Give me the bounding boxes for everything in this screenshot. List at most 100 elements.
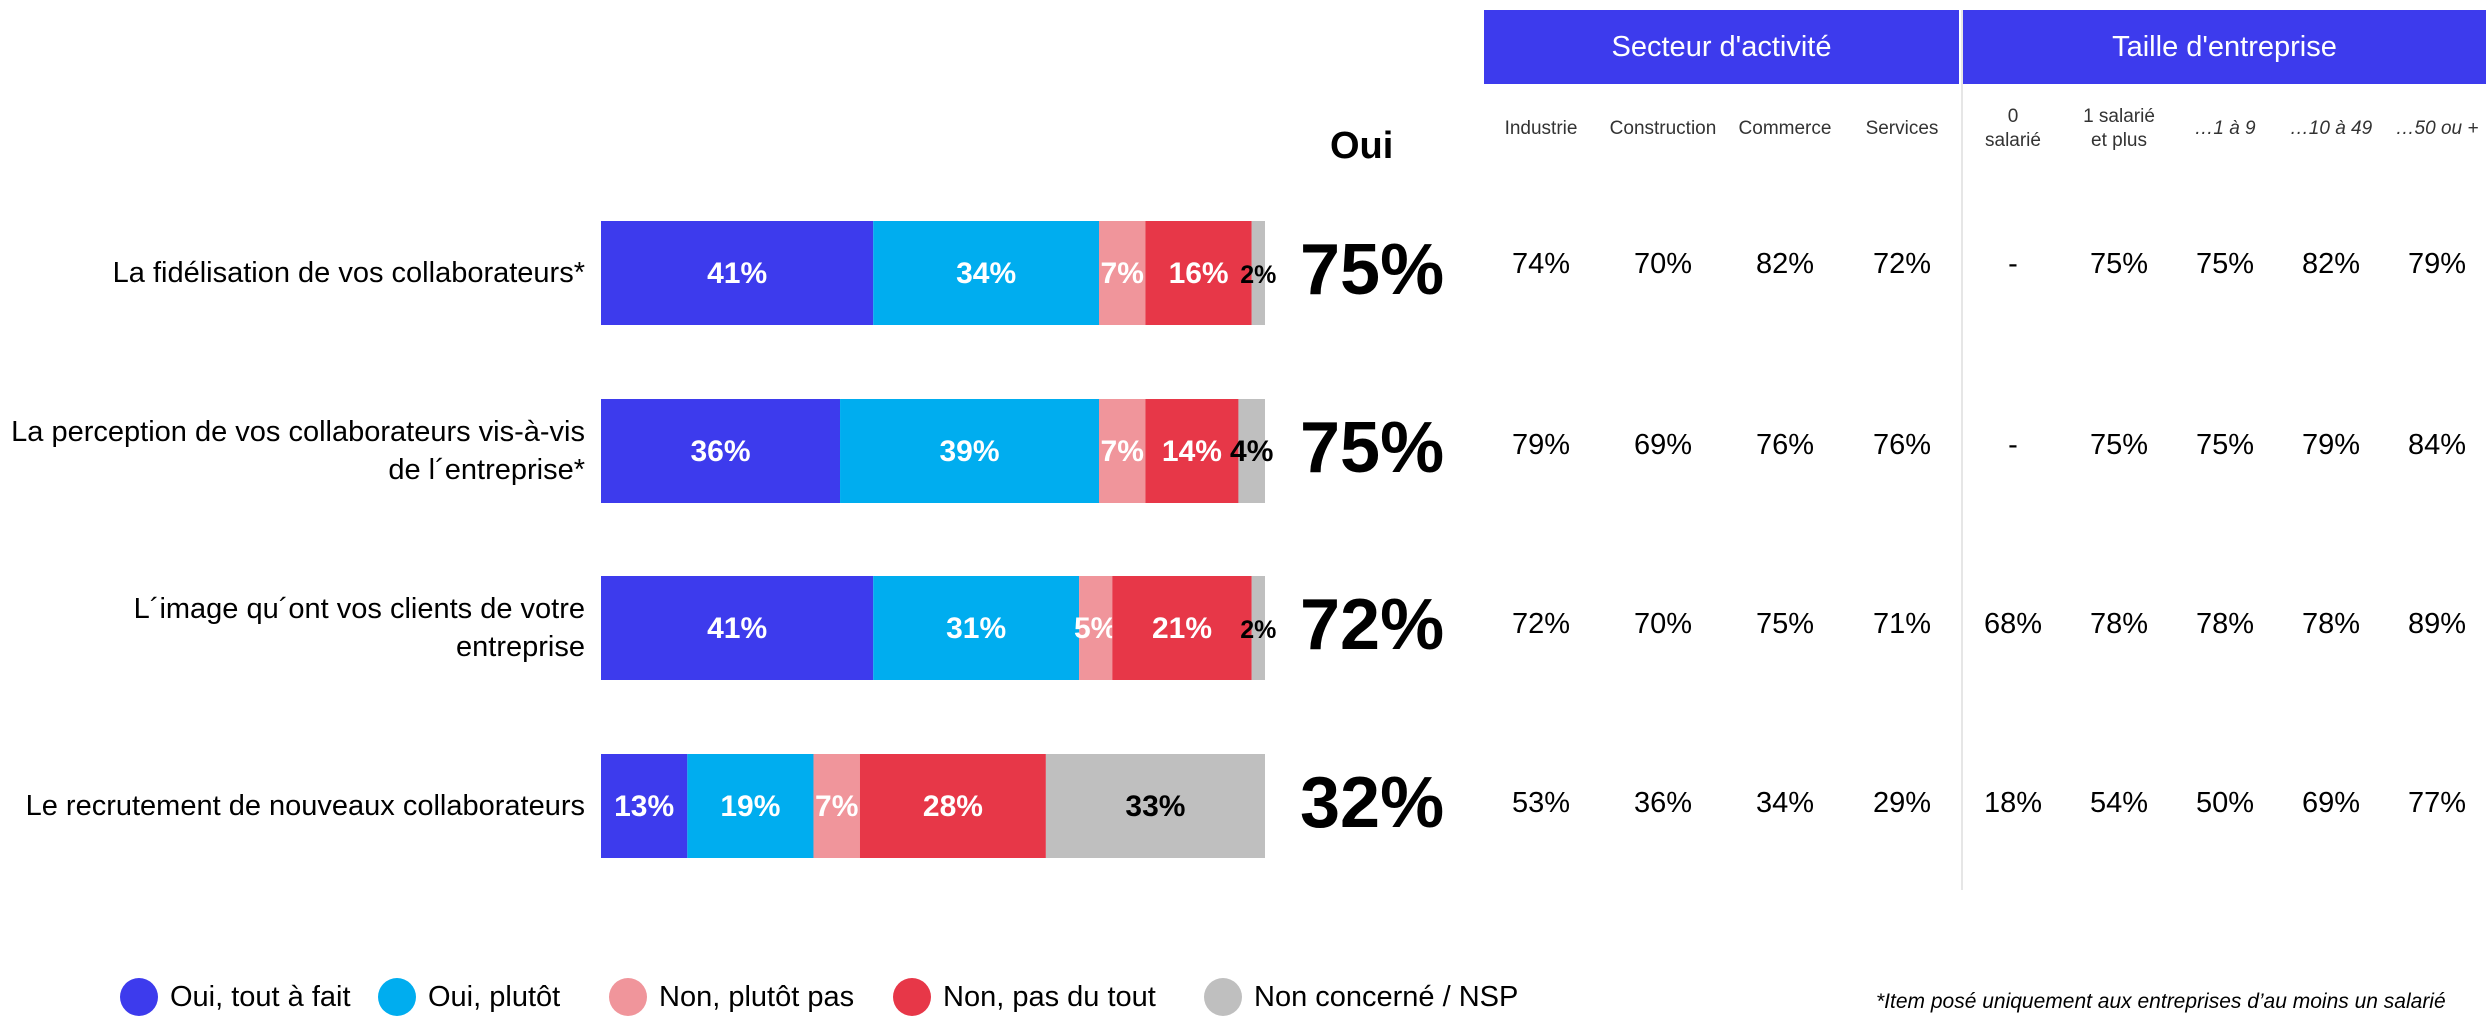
table-cell: 75% [2195,248,2255,280]
bar-data-label: 41% [707,612,767,645]
legend-label: Non, plutôt pas [659,980,855,1013]
table-cell: 76% [1755,429,1815,461]
column-header: …1 à 9 [2167,117,2283,141]
row-label: Le recrutement de nouveaux collaborateur… [0,756,585,856]
column-header-line: …1 à 9 [2194,118,2256,139]
table-cell: 53% [1511,787,1571,819]
legend-label: Oui, tout à fait [170,980,351,1013]
table-cell: 82% [1755,248,1815,280]
table-cell: 70% [1633,608,1693,640]
table-cell: 34% [1755,787,1815,819]
bar-segment [1251,576,1265,680]
bar-data-label: 7% [815,790,858,823]
table-cell: 76% [1872,429,1932,461]
column-header: …50 ou + [2379,117,2486,141]
bar-segment [1145,221,1252,325]
table-cell: 69% [2301,787,2361,819]
column-header-line: …10 à 49 [2289,118,2373,139]
group-header-taille: Taille d'entreprise [1963,10,2486,84]
legend-item: Oui, plutôt [378,978,560,1016]
bar-segment [1145,399,1239,503]
bar-segment [601,399,841,503]
table-cell: 82% [2301,248,2361,280]
column-header-line: Industrie [1504,118,1578,139]
row-label-line: de l´entreprise* [388,454,585,486]
table-cell: 89% [2407,608,2467,640]
table-cell: 79% [2301,429,2361,461]
bar-segment [601,221,874,325]
table-cell: - [2008,429,2018,461]
table-cell: - [2008,248,2018,280]
bar-data-label: 41% [707,257,767,290]
table-cell: 75% [2089,248,2149,280]
table-cell: 72% [1511,608,1571,640]
bar-segment [873,221,1099,325]
row-label: L´image qu´ont vos clients de votre entre… [0,578,585,678]
bar-data-label: 28% [923,790,983,823]
table-cell: 79% [1511,429,1571,461]
table-cell: 78% [2195,608,2255,640]
stacked-bar-chart: 41% 34% 7% 16% 2% 36% 39% 7% 14% 4% 41% 31% 5% 21% 2% 1… [601,221,1276,858]
table-cell: 75% [1755,608,1815,640]
bar-data-label: 13% [614,790,674,823]
footnote: *Item posé uniquement aux entreprises d’… [1876,990,2446,1013]
bar-segment [1099,221,1146,325]
bar-data-label: 34% [956,257,1016,290]
legend-item: Oui, tout à fait [120,978,351,1016]
bar-segment [859,754,1046,858]
table-cell: 79% [2407,248,2467,280]
table-cell: 75% [2195,429,2255,461]
legend-label: Non, pas du tout [943,980,1156,1013]
legend-label: Oui, plutôt [428,980,561,1013]
bar-segment [1099,399,1146,503]
bar-data-label: 31% [946,612,1006,645]
row-label-line: entreprise [456,631,585,663]
table-cell: 68% [1983,608,2043,640]
oui-value: 72% [1300,585,1445,665]
table-cell: 77% [2407,787,2467,819]
bar-segment [1045,754,1265,858]
bar-segment [601,576,874,680]
bar-data-label: 2% [1240,261,1276,289]
bar-segment [601,754,688,858]
bar-segment [1079,576,1113,680]
column-header-line: Commerce [1738,118,1832,139]
table-cell: 50% [2195,787,2255,819]
column-header-line: 1 salarié [2083,106,2155,127]
legend-swatch [893,978,931,1016]
column-header: Construction [1605,117,1721,141]
row-label: La fidélisation de vos collaborateurs* [0,223,585,323]
oui-value: 75% [1300,230,1445,310]
legend-item: Non concerné / NSP [1204,978,1518,1016]
bar-segment [1112,576,1252,680]
table-cell: 36% [1633,787,1693,819]
column-header-line: et plus [2091,130,2147,151]
legend-swatch [1204,978,1242,1016]
table-cell: 75% [2089,429,2149,461]
legend-item: Non, plutôt pas [609,978,854,1016]
bar-data-label: 5% [1074,612,1117,645]
bar-data-label: 39% [939,435,999,468]
column-header: 1 salarié et plus [2061,105,2177,153]
legend-swatch [378,978,416,1016]
table-cell: 72% [1872,248,1932,280]
oui-header: Oui [1330,125,1394,167]
table-cell: 18% [1983,787,2043,819]
bar-segment [1251,221,1265,325]
bar-segment [840,399,1099,503]
column-header: Commerce [1727,117,1843,141]
bar-data-label: 4% [1230,435,1273,468]
table-cell: 74% [1511,248,1571,280]
legend-label: Non concerné / NSP [1254,980,1519,1013]
column-header-line: …50 ou + [2395,118,2479,139]
row-label-line: L´image qu´ont vos clients de votre [133,593,585,625]
bar-segment [1238,399,1265,503]
legend-swatch [609,978,647,1016]
column-header: Industrie [1483,117,1599,141]
bar-segment [813,754,860,858]
table-cell: 29% [1872,787,1932,819]
bar-data-label: 36% [690,435,750,468]
bar-segment [873,576,1080,680]
table-cell: 84% [2407,429,2467,461]
bar-data-label: 2% [1240,616,1276,644]
